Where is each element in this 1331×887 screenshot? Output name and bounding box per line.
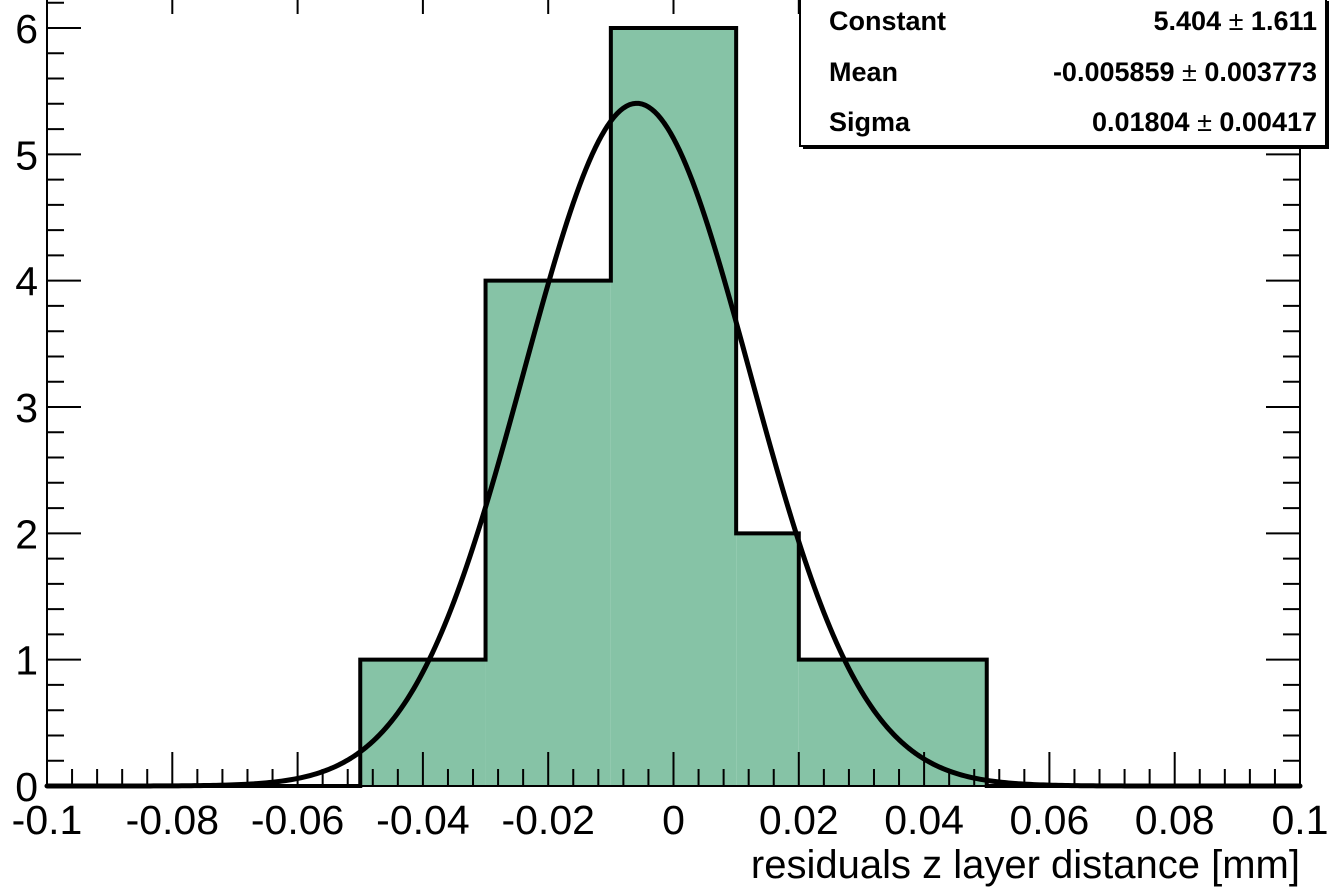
x-tick-label: 0.06: [1009, 797, 1089, 843]
histogram-bar: [610, 28, 737, 786]
y-tick-label: 4: [15, 259, 38, 305]
stats-param-label: Sigma: [829, 107, 911, 137]
x-tick-label: -0.02: [501, 797, 594, 843]
stats-param-value: 0.01804 ± 0.00417: [1092, 107, 1317, 137]
stats-param-value: 5.404 ± 1.611: [1154, 6, 1317, 36]
histogram-bar: [798, 659, 987, 786]
x-axis-title: residuals z layer distance [mm]: [751, 843, 1300, 887]
histogram-outline-group: [47, 26, 1300, 788]
stats-box-frame: [799, 0, 1327, 147]
y-tick-label: 1: [15, 638, 38, 684]
stats-param-label: Constant: [829, 6, 946, 36]
x-tick-label: -0.06: [251, 797, 344, 843]
y-tick-label: 0: [15, 764, 38, 810]
x-tick-label: 0.02: [759, 797, 839, 843]
histogram-bar: [485, 280, 611, 786]
x-tick-label: 0.1: [1272, 797, 1329, 843]
histogram-bar: [736, 533, 799, 786]
x-tick-label: 0: [662, 797, 685, 843]
stats-param-label: Mean: [829, 57, 898, 87]
x-tick-label: -0.08: [126, 797, 219, 843]
fit-stats-box: Constant 5.404 ± 1.611 Mean -0.005859 ± 0.0…: [799, 0, 1329, 149]
x-tick-label: 0.04: [884, 797, 964, 843]
y-tick-label: 6: [15, 6, 38, 52]
y-tick-label: 5: [15, 132, 38, 178]
tick-labels-group: -0.1 -0.08 -0.06 -0.04 -0.02 0 0.02 0.04 0.06 0.0…: [12, 6, 1329, 843]
x-tick-label: -0.04: [376, 797, 469, 843]
y-tick-label: 2: [15, 511, 38, 557]
histogram-bars: [360, 28, 987, 786]
stats-param-value: -0.005859 ± 0.003773: [1053, 57, 1317, 87]
y-tick-label: 3: [15, 385, 38, 431]
histogram-outline: [47, 26, 1300, 788]
x-tick-label: -0.1: [12, 797, 83, 843]
x-tick-label: 0.08: [1135, 797, 1215, 843]
